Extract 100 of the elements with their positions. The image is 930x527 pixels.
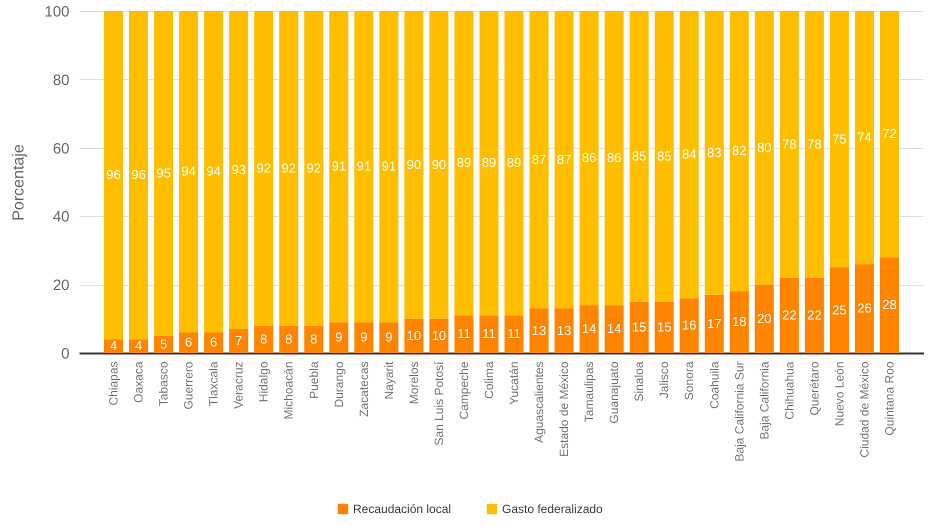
bar	[229, 329, 248, 353]
bar	[554, 308, 574, 353]
x-tick-label: Hidalgo	[256, 361, 271, 402]
y-tick-label: 100	[44, 4, 70, 20]
data-label: 92	[282, 160, 296, 176]
data-label: 92	[256, 160, 271, 176]
bar	[354, 322, 374, 353]
x-tick-label: Michoacán	[282, 362, 296, 420]
bar	[780, 11, 799, 278]
data-label: 26	[857, 300, 872, 316]
bar	[479, 315, 498, 353]
bar	[204, 11, 224, 332]
y-tick-label: 40	[52, 208, 70, 226]
x-tick-label: Campeche	[456, 361, 471, 420]
bar	[104, 11, 124, 340]
x-tick-label: Aguascalientes	[532, 362, 546, 443]
bar	[830, 268, 849, 353]
y-tick-label: 80	[52, 72, 70, 89]
data-label: 22	[782, 307, 797, 322]
y-axis-title: Porcentaje	[10, 144, 28, 221]
bar	[404, 318, 424, 353]
data-label: 85	[632, 148, 646, 164]
data-label: 92	[306, 160, 322, 176]
bar	[804, 11, 824, 278]
data-label: 83	[707, 144, 722, 160]
bar	[379, 11, 398, 322]
data-label: 25	[832, 302, 847, 318]
bar	[179, 332, 198, 353]
data-label: 9	[385, 330, 392, 345]
data-label: 15	[632, 319, 646, 334]
bar	[429, 318, 448, 353]
data-label: 11	[457, 326, 471, 342]
x-tick-label: Tlaxcala	[206, 361, 221, 406]
bar	[454, 11, 474, 316]
bar	[554, 11, 574, 309]
bar	[730, 291, 749, 353]
data-label: 94	[181, 164, 196, 179]
bar	[754, 11, 774, 285]
data-label: 20	[757, 310, 772, 326]
data-label: 11	[482, 326, 496, 342]
data-label: 7	[235, 333, 242, 348]
x-tick-label: Colima	[482, 361, 496, 399]
bar	[604, 305, 624, 353]
bar	[304, 11, 324, 326]
bar	[630, 11, 649, 302]
data-label: 9	[335, 330, 342, 345]
bar	[329, 322, 348, 353]
bar	[604, 11, 624, 306]
bar	[304, 326, 324, 353]
legend-label: Recaudación local	[353, 502, 452, 516]
data-label: 96	[106, 167, 121, 182]
bar	[880, 11, 899, 258]
bar	[204, 332, 224, 353]
data-label: 78	[807, 136, 822, 152]
bar	[580, 11, 599, 306]
bar	[880, 257, 899, 353]
bar	[129, 11, 148, 340]
x-tick-label: Nayarit	[382, 360, 396, 400]
data-label: 78	[782, 136, 797, 152]
bar	[530, 11, 549, 309]
bar	[279, 326, 298, 353]
bar	[680, 11, 699, 298]
data-label: 90	[406, 156, 422, 172]
bar	[354, 11, 374, 322]
data-label: 4	[110, 338, 118, 354]
data-label: 22	[807, 307, 822, 322]
bar	[654, 302, 674, 353]
bar	[329, 11, 348, 322]
data-label: 16	[682, 318, 696, 333]
data-label: 8	[260, 331, 268, 346]
legend-label: Gasto federalizado	[502, 502, 604, 516]
data-label: 86	[582, 150, 596, 166]
bar	[804, 278, 824, 353]
x-tick-label: Baja California Sur	[732, 362, 746, 462]
data-label: 90	[432, 156, 446, 172]
bar	[680, 298, 699, 353]
x-tick-label: Puebla	[306, 361, 321, 399]
x-tick-label: Estado de México	[557, 361, 572, 457]
data-label: 94	[206, 164, 221, 179]
bar	[429, 11, 448, 319]
data-label: 89	[482, 155, 496, 170]
data-label: 87	[532, 152, 546, 167]
data-label: 11	[507, 326, 521, 342]
x-tick-label: Tamaulipas	[582, 362, 596, 422]
bar	[229, 11, 248, 330]
bar	[404, 11, 424, 319]
bar	[780, 278, 799, 353]
bar	[630, 302, 649, 353]
bar	[279, 11, 298, 326]
x-tick-label: Baja California	[757, 361, 772, 440]
x-tick-label: Morelos	[406, 362, 421, 404]
bar	[530, 308, 549, 353]
data-label: 96	[131, 167, 146, 182]
data-label: 14	[582, 321, 596, 336]
bar	[479, 11, 498, 316]
x-tick-label: Zacatecas	[356, 362, 371, 417]
data-label: 14	[606, 321, 622, 336]
x-tick-label: Guanajuato	[607, 361, 622, 424]
data-label: 86	[606, 150, 622, 166]
bar	[580, 305, 599, 353]
